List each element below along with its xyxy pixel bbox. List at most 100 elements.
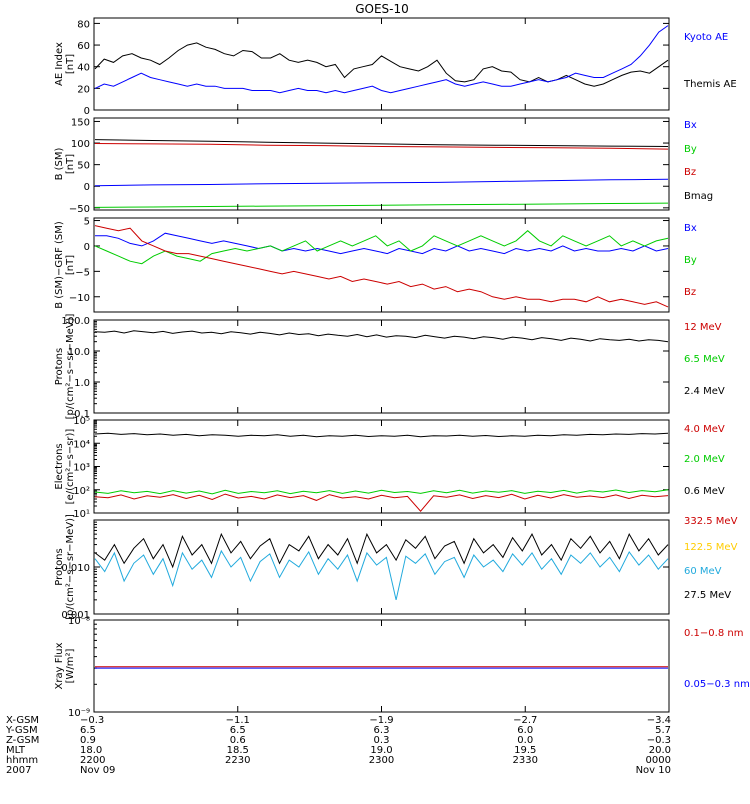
x-axis-value: 0.0 [517, 735, 533, 746]
x-axis-value: 6.5 [230, 725, 246, 736]
y-tick-label-ae: 0 [84, 106, 90, 117]
y-tick-label-b_diff: 5 [84, 217, 90, 228]
series-b_sm-bz [94, 143, 669, 150]
legend-b_sm-2: Bz [684, 167, 696, 178]
legend-b_sm-1: By [684, 144, 697, 155]
legend-b_sm-0: Bx [684, 120, 697, 131]
x-axis-value: 2230 [225, 755, 250, 766]
panel-frame-protons_low [93, 319, 670, 414]
y-tick-label-ae: 80 [77, 19, 90, 30]
y-axis-label-b_sm: [nT] [65, 154, 76, 174]
y-axis-label-b_diff: B (SM)−GRF (SM) [54, 221, 65, 309]
panel-frame-electrons [93, 419, 670, 514]
x-axis-value: −2.7 [513, 715, 537, 726]
y-axis-label-electrons: [e/(cm²−s−sr)] [65, 429, 76, 505]
x-axis-value: 0.9 [80, 735, 96, 746]
panel-frame-protons_high [93, 519, 670, 615]
legend-b_diff-2: Bz [684, 287, 696, 298]
x-axis-value: 5.7 [655, 725, 671, 736]
legend-b_diff-0: Bx [684, 223, 697, 234]
y-tick-label-ae: 60 [77, 41, 90, 52]
legend-electrons-2: 0.6 MeV [684, 486, 725, 497]
x-axis-value: 6.5 [80, 725, 96, 736]
series-b_sm-bx [94, 178, 669, 187]
x-axis-value: −3.4 [647, 715, 671, 726]
y-axis-label-ae: [nT] [65, 54, 76, 74]
panel-frame-b_diff [93, 217, 670, 313]
y-tick-label-b_sm: 150 [71, 117, 90, 128]
y-axis-label-xray: [W/m²] [65, 648, 76, 683]
y-axis-label-electrons: Electrons [54, 443, 65, 489]
y-tick-label-b_sm: −50 [69, 204, 90, 215]
y-tick-label-protons_high: 0.010 [61, 563, 90, 574]
y-axis-label-ae: AE Index [54, 42, 65, 86]
x-axis-value: −1.9 [369, 715, 393, 726]
series-protons_low-2-4-mev [94, 330, 669, 343]
x-axis-value: 18.0 [80, 745, 102, 756]
y-axis-label-b_sm: B (SM) [54, 147, 65, 180]
legend-protons_low-2: 2.4 MeV [684, 386, 725, 397]
y-tick-label-ae: 20 [77, 84, 90, 95]
series-b_sm-bmag [94, 139, 669, 147]
x-axis-value: Nov 09 [80, 765, 115, 776]
y-tick-label-b_diff: −5 [75, 267, 90, 278]
y-tick-label-protons_low: 0.1 [74, 409, 90, 420]
y-tick-label-xray: 10⁻⁸ [68, 616, 90, 627]
x-axis-value: 19.5 [514, 745, 536, 756]
series-protons_high-27-5-mev [94, 532, 669, 569]
y-tick-label-electrons: 10¹ [73, 509, 90, 520]
x-axis-row-label: Y-GSM [5, 725, 38, 736]
y-axis-label-protons_high: [p/(cm²−s−sr−MeV)] [65, 514, 76, 620]
legend-xray-1: 0.05−0.3 nm [684, 679, 750, 690]
y-tick-label-b_diff: −10 [69, 293, 90, 304]
y-tick-label-protons_high: 0.001 [61, 610, 90, 621]
series-electrons-2-0-mev [94, 489, 669, 495]
y-tick-label-b_sm: 100 [71, 139, 90, 150]
y-tick-label-electrons: 10⁵ [73, 416, 90, 427]
legend-electrons-0: 4.0 MeV [684, 424, 725, 435]
y-axis-label-protons_high: Protons [54, 548, 65, 585]
y-axis-label-protons_low: [p/(cm²−s−sr−MeV)] [65, 313, 76, 419]
y-tick-label-b_sm: 50 [77, 161, 90, 172]
chart-title: GOES-10 [355, 2, 409, 16]
x-axis-value: −0.3 [80, 715, 104, 726]
legend-b_diff-1: By [684, 255, 697, 266]
y-axis-label-xray: Xray Flux [54, 642, 65, 689]
legend-b_sm-3: Bmag [684, 191, 713, 202]
legend-protons_low-1: 6.5 MeV [684, 354, 725, 365]
x-axis-value: 6.0 [517, 725, 533, 736]
y-tick-label-protons_low: 100.0 [61, 316, 90, 327]
x-axis-value: −1.1 [226, 715, 250, 726]
x-axis-row-label: MLT [6, 745, 26, 756]
legend-xray-0: 0.1−0.8 nm [684, 628, 743, 639]
series-b_diff-bx [95, 232, 669, 255]
x-axis-value: 6.3 [374, 725, 390, 736]
y-tick-label-ae: 40 [77, 63, 90, 74]
y-tick-label-xray: 10⁻⁹ [68, 708, 90, 719]
legend-protons_high-1: 122.5 MeV [684, 542, 738, 553]
x-axis-row-label: 2007 [6, 765, 31, 776]
x-axis-value: 19.0 [370, 745, 392, 756]
y-tick-label-b_sm: 0 [84, 182, 90, 193]
panel-frame-ae [93, 17, 670, 111]
legend-ae-0: Kyoto AE [684, 32, 728, 43]
legend-ae-1: Themis AE [683, 79, 737, 90]
x-axis-row-label: Z-GSM [6, 735, 39, 746]
series-ae-kyoto-ae [94, 25, 669, 94]
y-tick-label-protons_low: 1.0 [74, 378, 90, 389]
series-b_diff-by [94, 230, 669, 265]
x-axis-value: Nov 10 [636, 765, 671, 776]
legend-protons_high-3: 27.5 MeV [684, 590, 731, 601]
series-protons_high-60-mev [94, 549, 669, 601]
legend-protons_high-0: 332.5 MeV [684, 516, 738, 527]
x-axis-value: −0.3 [647, 735, 671, 746]
y-tick-label-electrons: 10⁴ [73, 439, 90, 450]
legend-electrons-1: 2.0 MeV [684, 454, 725, 465]
x-axis-row-label: X-GSM [6, 715, 39, 726]
y-axis-label-b_diff: [nT] [65, 255, 76, 275]
x-axis-value: 20.0 [649, 745, 671, 756]
y-tick-label-b_diff: 0 [84, 242, 90, 253]
x-axis-value: 2200 [80, 755, 105, 766]
panel-frame-b_sm [93, 117, 670, 211]
